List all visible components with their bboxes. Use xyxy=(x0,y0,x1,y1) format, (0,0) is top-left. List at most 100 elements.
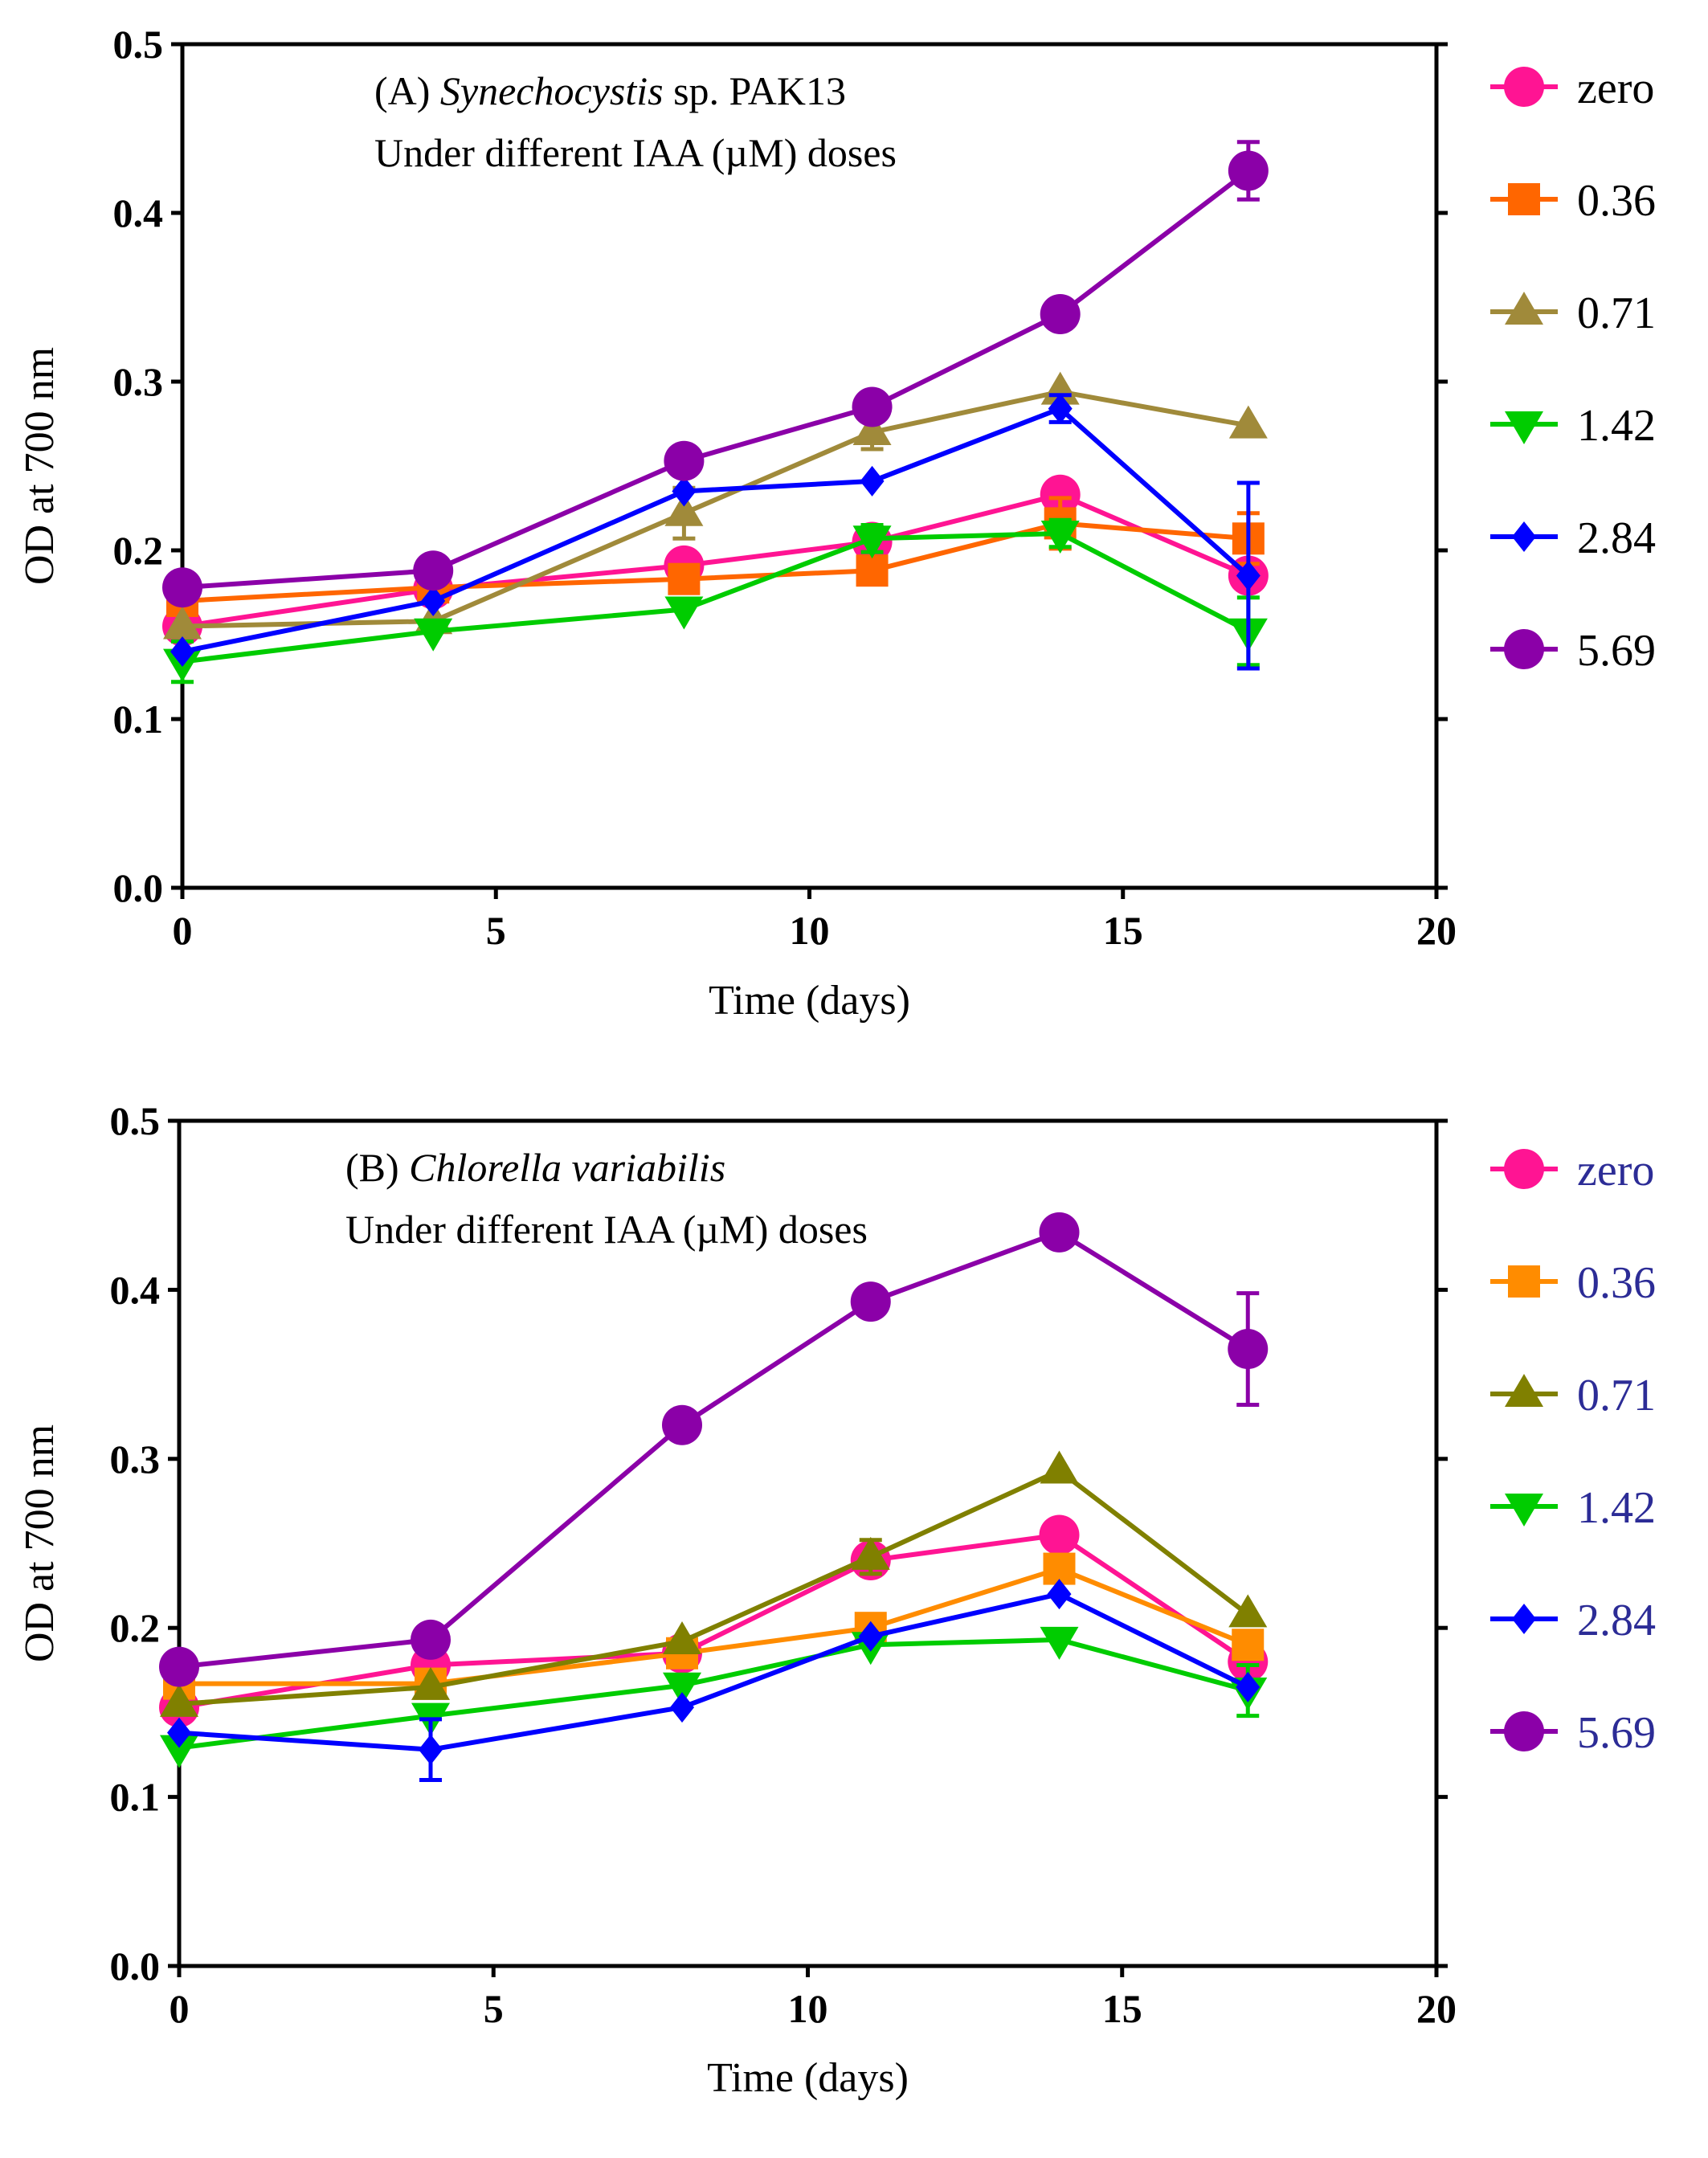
data-point xyxy=(1232,1629,1265,1661)
legend-marker xyxy=(1508,183,1540,215)
data-point xyxy=(1228,1594,1268,1628)
legend-marker xyxy=(1504,67,1544,107)
y-tick-label: 0.5 xyxy=(113,22,164,67)
legend-label: zero xyxy=(1577,1146,1654,1195)
data-point xyxy=(662,1404,702,1445)
panel-title: (A) Synechocystis sp. PAK13 xyxy=(374,68,846,113)
data-point xyxy=(852,386,893,427)
panel-title-part: Chlorella variabilis xyxy=(409,1145,725,1190)
y-tick-label: 0.5 xyxy=(110,1098,161,1143)
legend-label: 1.42 xyxy=(1577,1483,1656,1533)
x-tick-label: 20 xyxy=(1416,1986,1457,2031)
data-point xyxy=(852,525,892,559)
panel-title-part: (A) xyxy=(374,68,440,113)
series-line xyxy=(179,1566,1249,1686)
data-point xyxy=(850,1281,891,1322)
legend-marker xyxy=(1504,1149,1544,1189)
data-point xyxy=(664,492,704,526)
legend-entry: 1.42 xyxy=(1490,1483,1656,1533)
data-point xyxy=(1228,150,1269,191)
legend-label: 0.36 xyxy=(1577,1258,1656,1308)
data-point xyxy=(663,1621,701,1655)
series-line xyxy=(182,531,1250,664)
data-point xyxy=(1039,1212,1080,1253)
data-point xyxy=(852,412,892,445)
chart-panel-b: 0.0 0.1 0.2 0.3 0.4 0.5 0 5 10 15 20 Time (days) OD … xyxy=(17,1098,1656,2101)
panel-title: (B) Chlorella variabilis xyxy=(345,1145,725,1190)
data-point xyxy=(1236,1671,1261,1702)
legend-entry: 0.36 xyxy=(1490,1258,1656,1308)
data-point xyxy=(170,636,194,667)
data-point xyxy=(672,476,697,507)
data-point xyxy=(163,606,202,640)
series-2-84 xyxy=(167,1579,1261,1783)
legend-entry: 5.69 xyxy=(1490,626,1656,676)
data-point xyxy=(413,550,454,591)
y-axis-label: OD at 700 nm xyxy=(17,347,63,585)
data-point xyxy=(664,440,705,481)
legend-entry: 1.42 xyxy=(1490,401,1656,451)
x-tick-label: 10 xyxy=(788,1986,828,2031)
chart-panel-a: 0.0 0.1 0.2 0.3 0.4 0.5 0 5 10 15 20 Time (days) OD … xyxy=(17,22,1656,1024)
series-line xyxy=(182,492,1250,629)
legend-entry: 0.71 xyxy=(1490,1371,1656,1420)
panel-title-part: sp. PAK13 xyxy=(664,68,846,113)
y-tick-label: 0.4 xyxy=(113,190,164,235)
legend-entry: 0.71 xyxy=(1490,288,1656,338)
data-point xyxy=(860,465,885,497)
x-tick-label: 0 xyxy=(173,908,193,953)
legend-label: 5.69 xyxy=(1577,626,1656,676)
data-point xyxy=(160,1735,198,1768)
y-tick-label: 0.3 xyxy=(113,359,164,404)
y-tick-label: 0.0 xyxy=(110,1943,161,1988)
data-point xyxy=(1047,1579,1072,1610)
data-point xyxy=(160,1683,198,1717)
series-line xyxy=(178,1637,1249,1751)
series-line xyxy=(182,406,1250,654)
y-tick-label: 0.1 xyxy=(113,697,164,742)
series-line xyxy=(178,1468,1250,1706)
legend-entry: zero xyxy=(1490,63,1654,113)
legend-label: 0.36 xyxy=(1577,176,1656,226)
legend-entry: 2.84 xyxy=(1490,1596,1656,1645)
x-tick-label: 20 xyxy=(1416,908,1457,953)
series-1-42 xyxy=(163,517,1268,685)
panel-title-part: Synechocystis xyxy=(440,68,664,113)
legend-label: 0.71 xyxy=(1577,1371,1656,1420)
data-point xyxy=(421,586,446,616)
legend-marker xyxy=(1505,292,1543,325)
y-axis-label: OD at 700 nm xyxy=(17,1424,63,1662)
series-line xyxy=(182,169,1250,591)
panel-subtitle: Under different IAA (µM) doses xyxy=(345,1207,868,1252)
data-point xyxy=(1040,1626,1079,1660)
y-tick-label: 0.3 xyxy=(110,1437,161,1482)
legend-marker xyxy=(1508,1265,1540,1298)
data-point xyxy=(1040,294,1081,334)
data-point xyxy=(1040,521,1080,554)
legend-entry: 0.36 xyxy=(1490,176,1656,226)
series-line xyxy=(182,389,1249,629)
data-point xyxy=(419,1734,443,1765)
data-point xyxy=(1236,560,1261,591)
data-point xyxy=(663,1672,701,1706)
legend-marker xyxy=(1512,1604,1536,1634)
data-point xyxy=(1040,1450,1079,1484)
series-line xyxy=(178,1532,1249,1710)
x-tick-label: 15 xyxy=(1103,908,1143,953)
data-point xyxy=(411,1666,450,1700)
data-point xyxy=(668,562,701,595)
x-axis-label: Time (days) xyxy=(707,2055,909,2101)
data-point xyxy=(1228,1329,1269,1370)
series-5-69 xyxy=(162,140,1269,608)
data-point xyxy=(1040,474,1081,515)
y-tick-label: 0.0 xyxy=(113,865,164,910)
series-2-84 xyxy=(170,393,1261,671)
x-tick-label: 0 xyxy=(170,1986,190,2031)
legend-label: zero xyxy=(1577,63,1654,113)
data-point xyxy=(411,1619,451,1660)
legend-marker xyxy=(1504,629,1544,669)
panel-title-part: (B) xyxy=(345,1145,409,1190)
legend-entry: zero xyxy=(1490,1146,1654,1195)
legend-label: 2.84 xyxy=(1577,513,1656,563)
series-5-69 xyxy=(159,1212,1269,1687)
